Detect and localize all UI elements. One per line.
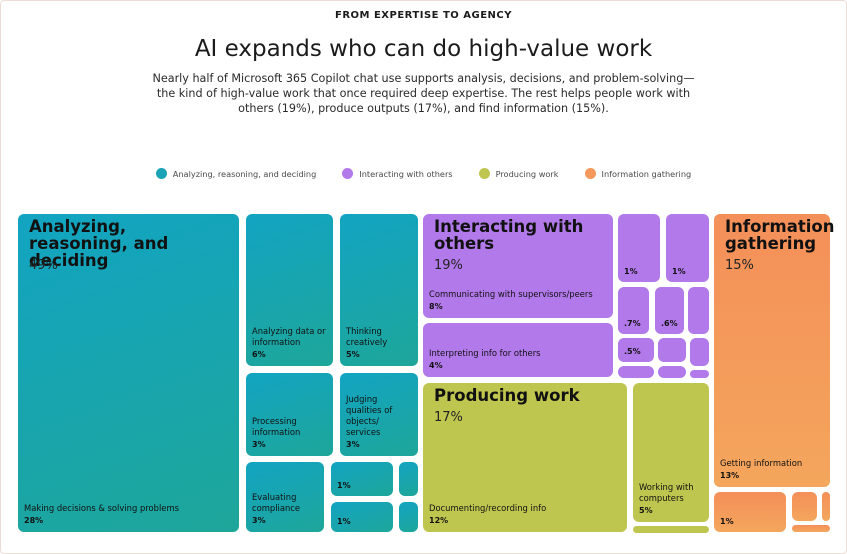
tile-percent: 5% <box>639 506 653 515</box>
legend-swatch <box>584 168 596 179</box>
treemap-tile-documenting-recording-info: Producing work 17% Documenting/recording i… <box>423 383 627 532</box>
tile-label-text: Analyzing data or information <box>252 326 326 347</box>
tile-label-text: Documenting/recording info <box>429 503 547 513</box>
legend-item-interacting: Interacting with others <box>342 168 453 179</box>
tile-label: Evaluating compliance 3% <box>252 492 318 526</box>
tile-label: Communicating with supervisors/peers 8% <box>429 289 593 312</box>
treemap-tile <box>792 492 817 521</box>
treemap-tile-judging-qualities-of-objects-services: Judging qualities of objects/ services 3% <box>340 373 418 456</box>
treemap-tile: .5% <box>618 338 654 362</box>
category-name: Information gathering <box>725 217 835 253</box>
tile-percent: 8% <box>429 302 443 311</box>
tile-label-text: Communicating with supervisors/peers <box>429 289 593 299</box>
treemap-tile <box>688 287 709 334</box>
tile-percent: 5% <box>346 350 360 359</box>
tile-percent: .7% <box>624 319 641 328</box>
category-percent: 15% <box>725 258 754 273</box>
legend-label: Analyzing, reasoning, and deciding <box>172 168 317 179</box>
tile-label: Thinking creatively 5% <box>346 326 412 360</box>
legend-item-analyzing: Analyzing, reasoning, and deciding <box>155 168 317 179</box>
category-percent: 19% <box>434 258 463 273</box>
legend-swatch <box>155 168 167 179</box>
treemap-tile: .6% <box>655 287 684 334</box>
tile-label: Processing information 3% <box>252 416 327 450</box>
eyebrow: FROM EXPERTISE TO AGENCY <box>334 10 512 21</box>
treemap-tile <box>822 492 830 521</box>
tile-percent: 12% <box>429 516 449 525</box>
treemap-tile <box>633 526 709 533</box>
legend-swatch <box>342 168 354 179</box>
tile-label-text: Thinking creatively <box>346 326 388 347</box>
legend-item-producing: Producing work <box>478 168 559 179</box>
treemap-tile <box>792 525 830 532</box>
tile-percent: 1% <box>337 517 351 526</box>
legend-label: Information gathering <box>601 168 692 179</box>
category-percent: 17% <box>434 410 463 425</box>
treemap-tile-making-decisions-solving-problems: Analyzing, reasoning, and deciding 49% Mak… <box>18 214 239 532</box>
tile-percent: .5% <box>624 347 641 356</box>
tile-label-text: Working with computers <box>639 482 694 503</box>
treemap-tile: 1% <box>666 214 709 282</box>
tile-percent: 3% <box>346 440 360 449</box>
tile-percent: 1% <box>624 267 638 276</box>
treemap-tile <box>618 366 654 378</box>
treemap-tile-evaluating-compliance: Evaluating compliance 3% <box>246 462 324 532</box>
treemap-tile: 1% <box>331 462 393 496</box>
category-name: Analyzing, reasoning, and deciding <box>29 217 169 270</box>
tile-label-text: Making decisions & solving problems <box>24 503 179 513</box>
treemap-tile <box>399 502 418 532</box>
tile-label-text: Judging qualities of objects/ services <box>346 394 393 437</box>
treemap-tile-processing-information: Processing information 3% <box>246 373 333 456</box>
legend: Analyzing, reasoning, and deciding Inter… <box>0 168 847 179</box>
legend-label: Interacting with others <box>359 168 453 179</box>
legend-swatch <box>478 168 490 179</box>
tile-label: Getting information 13% <box>720 458 802 481</box>
category-name: Producing work <box>434 386 580 405</box>
treemap-tile-getting-information: Information gathering 15% Getting informat… <box>714 214 835 487</box>
tile-percent: 6% <box>252 350 266 359</box>
category-percent: 49% <box>29 258 58 273</box>
category-name: Interacting with others <box>434 217 584 253</box>
tile-percent: 1% <box>672 267 686 276</box>
tile-label-text: Getting information <box>720 458 803 468</box>
tile-percent: 3% <box>252 440 266 449</box>
tile-percent: 1% <box>720 517 734 526</box>
tile-label-text: Processing information <box>252 416 301 437</box>
tile-label: Analyzing data or information 6% <box>252 326 327 360</box>
treemap-tile <box>658 366 686 378</box>
tile-percent: .6% <box>661 319 678 328</box>
treemap-tile <box>658 338 686 362</box>
tile-label: Documenting/recording info 12% <box>429 503 546 526</box>
tile-percent: 13% <box>720 471 740 480</box>
chart-subtitle: Nearly half of Microsoft 365 Copilot cha… <box>152 72 695 115</box>
treemap-tile <box>690 370 709 378</box>
tile-label: Interpreting info for others 4% <box>429 348 541 371</box>
treemap-tile-communicating-with-supervisors-peers: Interacting with others 19% Communicating … <box>423 214 613 318</box>
tile-percent: 1% <box>337 481 351 490</box>
treemap-tile: .7% <box>618 287 649 334</box>
treemap-tile <box>399 462 418 496</box>
treemap-tile-analyzing-data-or-information: Analyzing data or information 6% <box>246 214 333 366</box>
treemap-tile-working-with-computers: Working with computers 5% <box>633 383 709 522</box>
treemap-tile: 1% <box>618 214 660 282</box>
treemap-tile <box>690 338 709 366</box>
treemap-tile: 1% <box>331 502 393 532</box>
treemap-tile: 1% <box>714 492 786 532</box>
tile-label: Working with computers 5% <box>639 482 703 516</box>
tile-label-text: Interpreting info for others <box>429 348 541 358</box>
chart-title: AI expands who can do high-value work <box>194 36 653 62</box>
tile-percent: 28% <box>24 516 44 525</box>
legend-label: Producing work <box>495 168 559 179</box>
treemap-tile-thinking-creatively: Thinking creatively 5% <box>340 214 418 366</box>
tile-label: Judging qualities of objects/ services 3% <box>346 394 412 450</box>
tile-percent: 3% <box>252 516 266 525</box>
treemap-tile-interpreting-info-for-others: Interpreting info for others 4% <box>423 323 613 377</box>
tile-label: Making decisions & solving problems 28% <box>24 503 179 526</box>
legend-item-information: Information gathering <box>584 168 692 179</box>
tile-label-text: Evaluating compliance <box>252 492 301 513</box>
tile-percent: 4% <box>429 361 443 370</box>
